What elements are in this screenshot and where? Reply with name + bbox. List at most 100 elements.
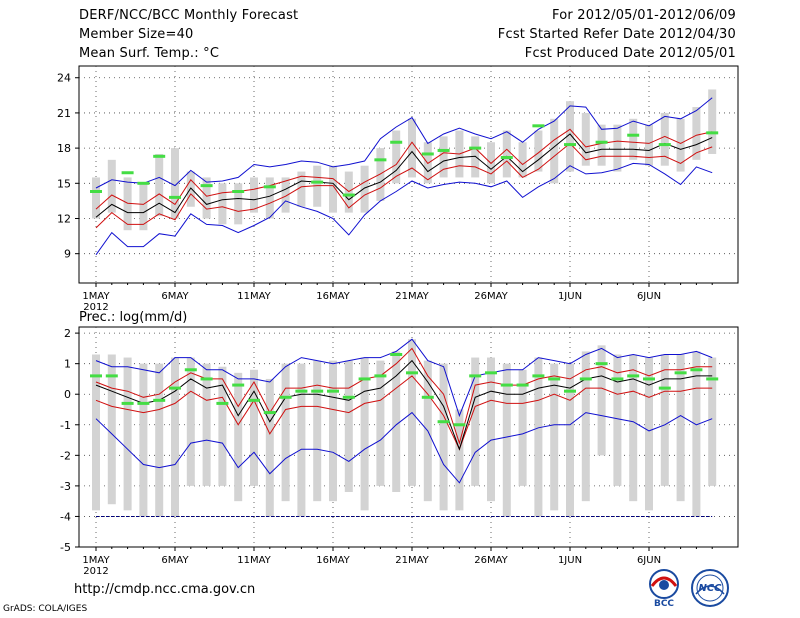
range-box bbox=[502, 130, 511, 178]
variable-label: Mean Surf. Temp.: °C bbox=[79, 46, 220, 61]
x-tick-label: 16MAY bbox=[316, 555, 350, 566]
range-box bbox=[613, 354, 622, 486]
x-tick-label: 1JUN bbox=[558, 555, 582, 566]
x-tick-label: 6JUN bbox=[637, 291, 661, 302]
y-tick-label: 21 bbox=[57, 107, 71, 120]
x-tick-label: 6JUN bbox=[637, 555, 661, 566]
grads-credit: GrADS: COLA/IGES bbox=[3, 604, 88, 614]
range-box bbox=[92, 177, 100, 219]
series-line-median bbox=[95, 133, 713, 218]
range-box bbox=[218, 366, 227, 486]
y-tick-label: -4 bbox=[60, 510, 71, 523]
series-line-median bbox=[95, 359, 713, 451]
range-box bbox=[708, 89, 717, 154]
range-box bbox=[139, 363, 148, 517]
range-box bbox=[566, 363, 574, 517]
range-box bbox=[676, 118, 685, 172]
range-box bbox=[234, 372, 243, 502]
range-box bbox=[329, 165, 337, 213]
range-box bbox=[518, 369, 527, 486]
series-line-q25 bbox=[95, 142, 713, 229]
range-box bbox=[518, 142, 527, 178]
range-box bbox=[660, 112, 669, 166]
range-box bbox=[281, 177, 290, 213]
range-box bbox=[439, 136, 448, 178]
x-tick-label: 11MAY bbox=[237, 555, 271, 566]
range-box bbox=[581, 112, 590, 166]
plot-frame bbox=[78, 326, 739, 548]
range-box bbox=[123, 357, 132, 511]
series-line-q75 bbox=[95, 128, 713, 210]
range-box bbox=[171, 357, 179, 517]
member-size: Member Size=40 bbox=[79, 27, 194, 42]
y-tick-label: 0 bbox=[64, 388, 71, 401]
range-box bbox=[360, 357, 369, 511]
range-box bbox=[265, 378, 274, 517]
x-tick-label: 16MAY bbox=[316, 291, 350, 302]
y-tick-label: 12 bbox=[57, 212, 71, 225]
y-tick-label: -2 bbox=[60, 449, 71, 462]
chart-title: DERF/NCC/BCC Monthly Forecast bbox=[79, 8, 299, 23]
range-box bbox=[155, 153, 164, 217]
range-box bbox=[534, 130, 543, 172]
range-box bbox=[502, 363, 511, 517]
forecast-period: For 2012/05/01-2012/06/09 bbox=[552, 8, 736, 23]
range-box bbox=[92, 354, 100, 511]
range-box bbox=[329, 360, 337, 502]
range-box bbox=[581, 351, 590, 502]
range-box bbox=[171, 148, 179, 219]
range-box bbox=[692, 351, 701, 517]
series-line-upper bbox=[95, 347, 713, 445]
range-box bbox=[597, 124, 606, 166]
y-tick-label: 1 bbox=[64, 358, 71, 371]
range-box bbox=[139, 183, 148, 231]
range-box bbox=[376, 148, 385, 201]
x-tick-label: 21MAY bbox=[395, 555, 429, 566]
range-box bbox=[550, 118, 559, 184]
x-tick-label: 6MAY bbox=[161, 555, 189, 566]
series-line-max bbox=[95, 338, 713, 418]
panel-temp: 9 12 15 18 21 24 1MAY 6MAY 11MAY 16MAY 21MAY 26MAY 1… bbox=[57, 65, 739, 313]
range-box bbox=[155, 363, 164, 517]
range-box bbox=[645, 124, 653, 166]
range-box bbox=[313, 360, 322, 502]
ncc-logo-text: NCC bbox=[698, 583, 722, 594]
precip-panel-title: Prec.: log(mm/d) bbox=[79, 310, 187, 325]
x-year-label: 2012 bbox=[83, 566, 108, 577]
range-box bbox=[234, 183, 243, 225]
x-tick-label: 26MAY bbox=[474, 291, 508, 302]
series-line-min bbox=[95, 97, 713, 189]
x-tick-label: 21MAY bbox=[395, 291, 429, 302]
range-box bbox=[218, 183, 227, 225]
range-box bbox=[392, 130, 401, 184]
range-box bbox=[597, 345, 606, 456]
bcc-logo-icon: BCC bbox=[649, 569, 679, 608]
range-box bbox=[107, 159, 116, 213]
range-box bbox=[613, 124, 622, 172]
x-tick-label: 1MAY bbox=[82, 291, 110, 302]
range-box bbox=[455, 409, 464, 511]
range-box bbox=[281, 363, 290, 502]
range-box bbox=[392, 351, 401, 492]
range-box bbox=[297, 363, 306, 517]
range-box bbox=[708, 357, 717, 486]
range-box bbox=[202, 363, 211, 486]
range-box bbox=[123, 177, 132, 231]
plot-frame bbox=[78, 65, 739, 284]
ncc-logo-icon: NCC bbox=[691, 569, 729, 607]
range-box bbox=[202, 177, 211, 219]
source-url[interactable]: http://cmdp.ncc.cma.gov.cn bbox=[74, 582, 256, 597]
forecast-started-date: Fcst Started Refer Date 2012/04/30 bbox=[497, 27, 736, 42]
range-box bbox=[471, 357, 480, 486]
range-box bbox=[629, 118, 638, 160]
y-tick-label: 2 bbox=[64, 327, 71, 340]
range-box bbox=[676, 354, 685, 502]
range-box bbox=[186, 357, 195, 486]
bcc-logo-text: BCC bbox=[654, 599, 674, 608]
range-box bbox=[645, 357, 653, 511]
y-tick-label: 9 bbox=[64, 248, 71, 261]
range-box bbox=[313, 165, 322, 207]
range-box bbox=[250, 177, 258, 213]
range-box bbox=[250, 369, 258, 486]
